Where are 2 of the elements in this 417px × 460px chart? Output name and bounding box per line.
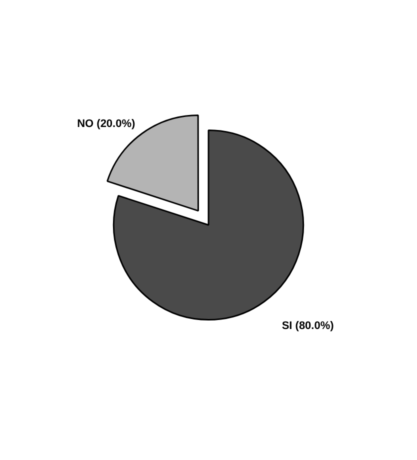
slice-label: SI (80.0%) bbox=[282, 320, 334, 332]
slice-label: NO (20.0%) bbox=[77, 118, 136, 130]
